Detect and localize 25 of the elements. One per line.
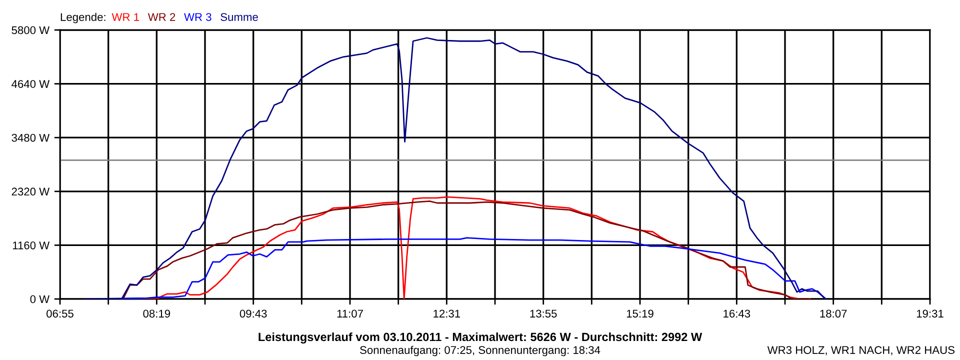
legend-title: Legende: [60, 12, 106, 24]
y-tick-label: 0 W [30, 295, 50, 304]
text: Leistungsverlauf vom 03.10.2011 - Maximalwert: 5626 W - Durchschnitt: 2992 W [258, 332, 702, 344]
y-tick-label: 2320 W [12, 188, 50, 196]
x-tick-label: 15:19 [626, 310, 654, 318]
x-tick-label: 16:43 [724, 310, 750, 318]
text: Sonnenaufgang: 07:25, Sonnenuntergang: 18:34 [360, 346, 600, 356]
line-series [84, 37, 826, 299]
x-tick-label: 09:43 [240, 310, 267, 318]
text: WR 1 [112, 13, 139, 21]
text: Summe [220, 13, 258, 21]
x-tick-label: 08:19 [143, 310, 170, 318]
x-tick-label: 19:31 [916, 310, 944, 318]
text: WR 2 [148, 13, 176, 21]
y-tick-label: 1160 W [12, 241, 50, 250]
x-tick-label: 11:07 [337, 310, 363, 318]
text: WR3 HOLZ, WR1 NACH, WR2 HAUS [767, 346, 954, 356]
x-tick-label: 18:07 [820, 310, 847, 318]
text: WR 3 [184, 13, 212, 21]
y-tick-label: 3480 W [12, 134, 50, 142]
y-tick-label: 5800 W [12, 26, 50, 34]
x-tick-label: 06:55 [46, 310, 74, 318]
y-tick-label: 4640 W [12, 80, 50, 88]
x-tick-label: 12:31 [434, 310, 460, 318]
x-tick-label: 13:55 [530, 310, 557, 318]
